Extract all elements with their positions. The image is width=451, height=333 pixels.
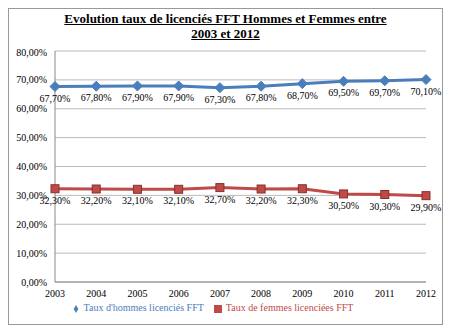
svg-text:30,50%: 30,50% [328, 200, 359, 211]
svg-text:32,30%: 32,30% [287, 195, 318, 206]
svg-text:32,70%: 32,70% [204, 194, 235, 205]
svg-text:67,80%: 67,80% [81, 92, 112, 103]
svg-text:30,30%: 30,30% [369, 201, 400, 212]
svg-text:32,10%: 32,10% [122, 195, 153, 206]
svg-text:67,90%: 67,90% [122, 92, 153, 103]
svg-text:69,50%: 69,50% [328, 87, 359, 98]
html-text:Taux de femmes licenciées FFT: Taux de femmes licenciées FFT [225, 302, 354, 313]
svg-text:67,80%: 67,80% [246, 92, 277, 103]
svg-text:2007: 2007 [210, 288, 230, 299]
svg-text:32,30%: 32,30% [40, 195, 71, 206]
svg-text:2010: 2010 [334, 288, 354, 299]
svg-text:20,00%: 20,00% [16, 219, 47, 230]
svg-text:70,00%: 70,00% [16, 74, 47, 85]
svg-text:0,00%: 0,00% [21, 277, 47, 288]
svg-text:2009: 2009 [292, 288, 312, 299]
svg-text:80,00%: 80,00% [16, 47, 47, 58]
svg-text:2012: 2012 [416, 288, 436, 299]
svg-text:70,10%: 70,10% [411, 86, 442, 97]
svg-text:2003: 2003 [45, 288, 65, 299]
svg-text:30,00%: 30,00% [16, 189, 47, 201]
svg-text:2006: 2006 [169, 288, 189, 299]
svg-text:32,10%: 32,10% [163, 195, 194, 206]
svg-text:67,70%: 67,70% [40, 93, 71, 104]
html-text:Taux d'hommes licenciés FFT: Taux d'hommes licenciés FFT [83, 302, 204, 313]
svg-text:32,20%: 32,20% [81, 195, 112, 206]
svg-text:2004: 2004 [86, 288, 106, 299]
svg-text:50,00%: 50,00% [16, 132, 47, 143]
svg-text:68,70%: 68,70% [287, 90, 318, 101]
svg-text:67,90%: 67,90% [163, 92, 194, 103]
svg-text:40,00%: 40,00% [16, 161, 47, 172]
svg-text:2008: 2008 [251, 288, 271, 299]
svg-text:32,20%: 32,20% [246, 195, 277, 206]
svg-text:2011: 2011 [375, 288, 395, 299]
svg-text:69,70%: 69,70% [369, 87, 400, 98]
svg-text:10,00%: 10,00% [16, 248, 47, 259]
svg-text:29,90%: 29,90% [411, 202, 442, 213]
html-text:Evolution taux de licenciés FF: Evolution taux de licenciés FFT Hommes e… [64, 11, 387, 41]
svg-text:2005: 2005 [127, 288, 147, 299]
svg-text:60,00%: 60,00% [16, 103, 47, 114]
svg-text:67,30%: 67,30% [204, 94, 235, 105]
